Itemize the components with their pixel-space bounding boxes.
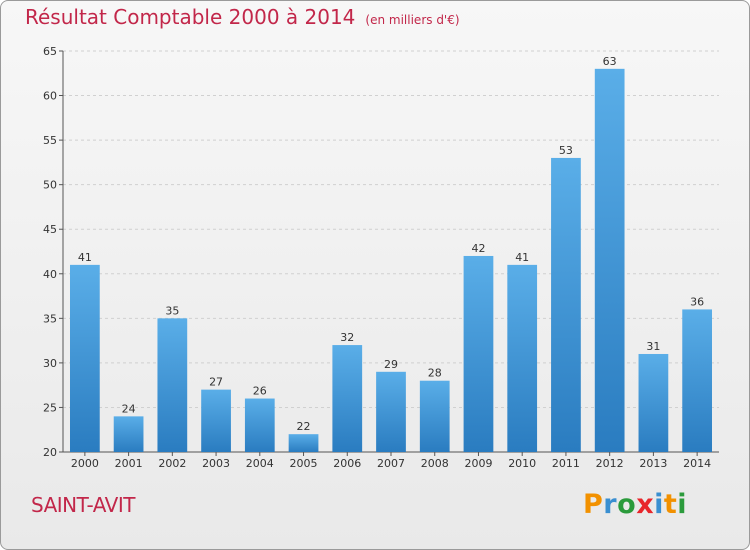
bar-value-label: 41 <box>78 251 92 264</box>
bar-value-label: 22 <box>297 420 311 433</box>
chart-title: Résultat Comptable 2000 à 2014 (en millie… <box>25 5 460 29</box>
x-tick-label: 2009 <box>464 457 492 470</box>
y-tick-label: 20 <box>43 446 57 459</box>
bar <box>376 371 406 452</box>
logo-letter: o <box>617 489 637 520</box>
y-tick-label: 50 <box>43 179 57 192</box>
y-tick-label: 35 <box>43 312 57 325</box>
bar <box>638 353 669 452</box>
commune-name: SAINT-AVIT <box>31 493 135 517</box>
bar-value-label: 32 <box>340 331 354 344</box>
x-tick-label: 2005 <box>290 457 318 470</box>
bar <box>157 318 188 452</box>
bar <box>69 264 100 452</box>
y-tick-label: 55 <box>43 134 57 147</box>
bar <box>288 434 319 452</box>
logo-letter: x <box>636 489 655 520</box>
x-tick-label: 2003 <box>202 457 230 470</box>
bar-value-label: 28 <box>428 367 442 380</box>
proxiti-logo: Proxiti <box>583 489 687 520</box>
bar-value-label: 36 <box>690 295 704 308</box>
logo-letter: i <box>654 489 664 520</box>
bar <box>551 157 581 452</box>
bar-value-label: 27 <box>209 376 223 389</box>
bar <box>244 398 275 452</box>
bar <box>682 309 713 452</box>
y-tick-label: 40 <box>43 268 57 281</box>
x-tick-label: 2014 <box>683 457 711 470</box>
x-tick-label: 2000 <box>71 457 99 470</box>
y-tick-label: 60 <box>43 90 57 103</box>
bar <box>507 264 538 452</box>
bar-value-label: 63 <box>603 55 617 68</box>
logo-letter: t <box>663 489 678 520</box>
chart-subtitle: (en milliers d'€) <box>365 13 460 27</box>
x-tick-label: 2008 <box>421 457 449 470</box>
y-tick-label: 65 <box>43 45 57 58</box>
y-tick-label: 30 <box>43 357 57 370</box>
bar-value-label: 29 <box>384 358 398 371</box>
x-tick-label: 2004 <box>246 457 274 470</box>
chart-title-text: Résultat Comptable 2000 à 2014 <box>25 5 356 29</box>
x-tick-label: 2002 <box>158 457 186 470</box>
x-tick-label: 2013 <box>639 457 667 470</box>
logo-letter: P <box>583 489 604 520</box>
x-tick-label: 2007 <box>377 457 405 470</box>
y-tick-label: 45 <box>43 223 57 236</box>
bar <box>201 389 231 452</box>
x-tick-label: 2006 <box>333 457 361 470</box>
bar <box>332 345 363 452</box>
bar-value-label: 26 <box>253 385 267 398</box>
x-tick-label: 2011 <box>552 457 580 470</box>
bar <box>594 68 625 453</box>
bar-value-label: 53 <box>559 144 573 157</box>
x-tick-label: 2010 <box>508 457 536 470</box>
bar-value-label: 35 <box>165 304 179 317</box>
bar-value-label: 42 <box>471 242 485 255</box>
bar <box>419 380 450 452</box>
x-tick-label: 2012 <box>596 457 624 470</box>
logo-letter: i <box>677 489 688 520</box>
y-tick-label: 25 <box>43 401 57 414</box>
bar-value-label: 24 <box>122 402 136 415</box>
bar-value-label: 41 <box>515 251 529 264</box>
bar-value-label: 31 <box>646 340 660 353</box>
bar <box>113 416 144 452</box>
logo-letter: r <box>603 489 618 520</box>
x-tick-label: 2001 <box>115 457 143 470</box>
bar <box>463 255 494 452</box>
